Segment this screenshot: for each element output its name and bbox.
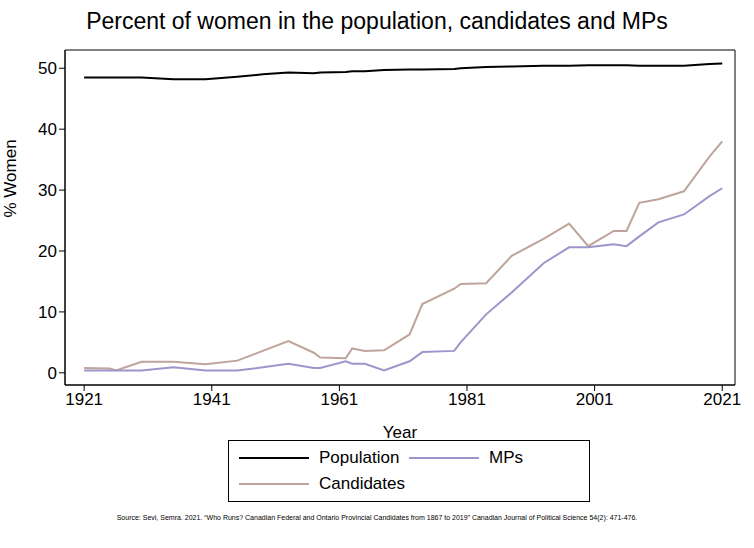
html-text:Candidates: Candidates xyxy=(319,474,405,493)
html-text:Population: Population xyxy=(319,448,400,467)
svg-text:10: 10 xyxy=(38,303,57,322)
svg-text:50: 50 xyxy=(38,59,57,78)
svg-text:% Women: % Women xyxy=(8,139,20,217)
html-text:Percent of women in the popula: Percent of women in the population, cand… xyxy=(86,8,668,34)
svg-text:1921: 1921 xyxy=(65,390,103,409)
svg-text:1981: 1981 xyxy=(448,390,486,409)
html-text:Source: Sevi, Semra. 2021. “Wh: Source: Sevi, Semra. 2021. “Who Runs? Ca… xyxy=(116,514,638,521)
svg-text:40: 40 xyxy=(38,120,57,139)
svg-text:2001: 2001 xyxy=(576,390,614,409)
svg-text:30: 30 xyxy=(38,181,57,200)
svg-text:1941: 1941 xyxy=(193,390,231,409)
svg-text:0: 0 xyxy=(48,364,57,383)
svg-text:Year: Year xyxy=(383,423,418,440)
svg-text:2021: 2021 xyxy=(703,390,741,409)
svg-text:1961: 1961 xyxy=(320,390,358,409)
html-text:MPs: MPs xyxy=(489,448,523,467)
svg-text:20: 20 xyxy=(38,242,57,261)
